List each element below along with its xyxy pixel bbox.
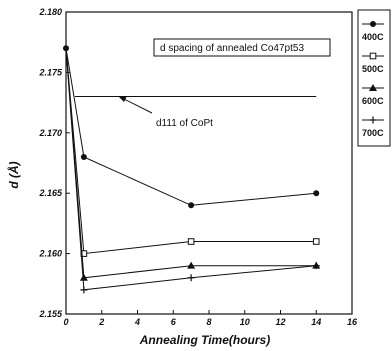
y-tick-label: 2.170 — [38, 128, 62, 138]
x-axis-label: Annealing Time(hours) — [139, 333, 270, 347]
data-point-400c — [188, 202, 195, 209]
ticks-group: 0 2 4 6 8 10 12 14 16 2.155 2.160 2.165 2.170 2.175 2.… — [38, 7, 358, 327]
reference-arrow-head — [118, 96, 127, 102]
series-group — [63, 45, 321, 294]
data-point-700c — [80, 286, 88, 294]
y-tick-label: 2.175 — [38, 67, 63, 77]
legend-frame — [357, 9, 391, 147]
y-tick-label: 2.180 — [38, 7, 62, 17]
reference-line-label: d111 of CoPt — [156, 118, 213, 129]
plot-frame — [65, 11, 353, 315]
legend-marker-700c — [369, 116, 377, 124]
x-tick-label: 0 — [63, 317, 68, 327]
series-700c — [65, 48, 320, 294]
data-point-500c — [312, 238, 320, 245]
x-tick-label: 2 — [98, 317, 104, 327]
x-tick-label: 12 — [275, 317, 285, 327]
x-tick-label: 10 — [240, 317, 250, 327]
series-500c — [65, 48, 320, 257]
data-point-600c — [79, 273, 88, 281]
data-point-700c — [312, 262, 320, 270]
x-tick-label: 8 — [206, 317, 211, 327]
annotation-text: d spacing of annealed Co47pt53 — [160, 43, 304, 54]
legend-label-600c: 600C — [362, 96, 384, 106]
legend-marker-500c — [369, 52, 377, 60]
reference-arrow-shaft — [121, 97, 153, 114]
annotation-box-frame — [153, 38, 331, 57]
data-point-400c — [313, 190, 320, 197]
data-point-start — [63, 45, 69, 52]
y-tick-label: 2.155 — [38, 309, 63, 319]
legend-marker-600c — [369, 84, 377, 91]
y-tick-label: 2.165 — [38, 188, 63, 198]
legend: 400C 500C 600C 700C — [357, 9, 391, 147]
y-tick-label: 2.160 — [38, 249, 62, 259]
series-line-500c — [65, 48, 317, 255]
data-point-400c — [80, 153, 87, 160]
legend-label-400c: 400C — [362, 32, 384, 42]
legend-marker-400c — [370, 21, 376, 27]
x-tick-label: 16 — [347, 317, 358, 327]
legend-label-500c: 500C — [362, 64, 384, 74]
series-400c — [65, 48, 320, 209]
data-point-500c — [187, 238, 195, 245]
data-point-600c — [187, 261, 196, 269]
plot-area-frame — [65, 11, 353, 315]
reference-line-callout: d111 of CoPt — [118, 96, 213, 129]
x-tick-label: 6 — [171, 317, 177, 327]
x-tick-label: 14 — [311, 317, 321, 327]
series-600c — [65, 48, 321, 281]
series-line-700c — [65, 48, 317, 291]
data-point-700c — [187, 274, 195, 282]
x-tick-label: 4 — [134, 317, 140, 327]
y-axis-label: d (Å) — [7, 161, 21, 188]
legend-label-700c: 700C — [362, 128, 384, 138]
annotation-box: d spacing of annealed Co47pt53 — [153, 38, 331, 57]
series-line-400c — [65, 48, 317, 206]
